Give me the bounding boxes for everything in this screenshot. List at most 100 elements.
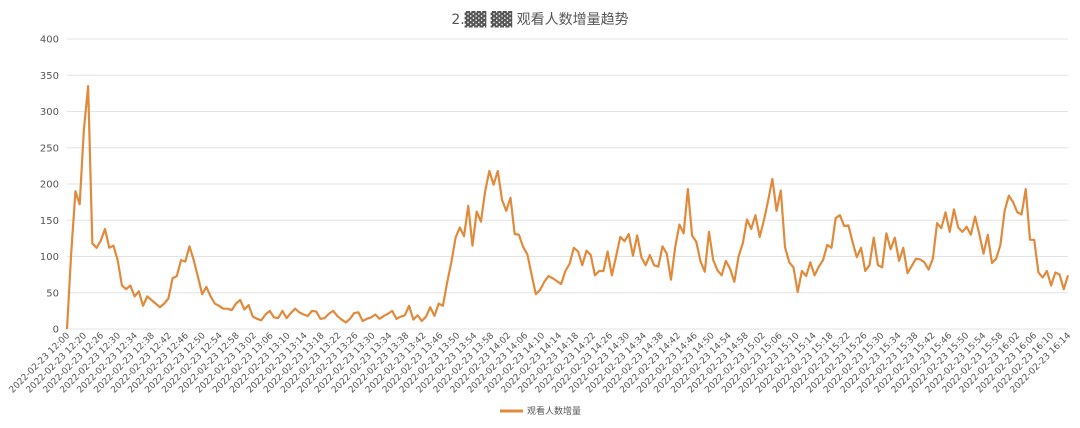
y-tick-label: 50 xyxy=(46,288,59,299)
data-point xyxy=(191,258,196,263)
data-point xyxy=(753,213,758,218)
data-point xyxy=(538,287,543,292)
data-point xyxy=(757,234,762,239)
data-point xyxy=(326,311,331,316)
data-point xyxy=(360,319,365,324)
data-point xyxy=(939,226,944,231)
data-point xyxy=(297,310,302,315)
data-point xyxy=(309,308,314,313)
data-point xyxy=(187,244,192,249)
data-point xyxy=(736,254,741,259)
data-point xyxy=(660,244,665,249)
data-point xyxy=(246,303,251,308)
data-point xyxy=(711,258,716,263)
data-point xyxy=(1006,193,1011,198)
data-point xyxy=(935,221,940,226)
data-point xyxy=(457,225,462,230)
data-point xyxy=(842,224,847,229)
data-point xyxy=(749,226,754,231)
data-point xyxy=(128,283,133,288)
data-point xyxy=(546,274,551,279)
data-point xyxy=(829,245,834,250)
data-point xyxy=(918,257,923,262)
data-point xyxy=(1023,187,1028,192)
data-point xyxy=(293,306,298,311)
data-point xyxy=(677,222,682,227)
data-point xyxy=(554,279,559,284)
data-point xyxy=(153,301,158,306)
data-point xyxy=(926,267,931,272)
data-point xyxy=(415,313,420,318)
data-point xyxy=(500,197,505,202)
data-point xyxy=(385,311,390,316)
data-point xyxy=(804,274,809,279)
data-point xyxy=(609,273,614,278)
data-point xyxy=(576,249,581,254)
data-point xyxy=(630,253,635,258)
data-point xyxy=(614,254,619,259)
data-point xyxy=(478,219,483,224)
data-point xyxy=(149,298,154,303)
data-point xyxy=(419,319,424,324)
data-point xyxy=(90,241,95,246)
data-point xyxy=(795,290,800,295)
data-point xyxy=(1057,272,1062,277)
data-point xyxy=(702,269,707,274)
data-point xyxy=(449,260,454,265)
data-point xyxy=(745,217,750,222)
data-point xyxy=(335,313,340,318)
data-point xyxy=(626,232,631,237)
data-point xyxy=(267,308,272,313)
data-point xyxy=(859,245,864,250)
data-point xyxy=(166,296,171,301)
data-point xyxy=(863,269,868,274)
data-point xyxy=(947,229,952,234)
data-point xyxy=(369,315,374,320)
data-point xyxy=(1036,270,1041,275)
data-point xyxy=(174,274,179,279)
data-point xyxy=(618,234,623,239)
data-point xyxy=(854,255,859,260)
data-point xyxy=(1044,269,1049,274)
data-point xyxy=(791,265,796,270)
data-point xyxy=(462,234,467,239)
data-point xyxy=(884,231,889,236)
data-point xyxy=(512,232,517,237)
data-point xyxy=(474,209,479,214)
data-point xyxy=(783,245,788,250)
data-point xyxy=(567,261,572,266)
data-point xyxy=(867,263,872,268)
y-tick-label: 150 xyxy=(40,216,59,227)
data-point xyxy=(263,312,268,317)
data-point xyxy=(1015,210,1020,215)
y-tick-label: 250 xyxy=(40,143,59,154)
data-point xyxy=(242,307,247,312)
series-layer xyxy=(65,85,1071,330)
data-point xyxy=(119,283,124,288)
data-point xyxy=(529,272,534,277)
y-axis: 0 50 100 150 200 250 300 350 400 xyxy=(40,35,59,336)
data-point xyxy=(373,312,378,317)
data-point xyxy=(542,279,547,284)
data-point xyxy=(880,265,885,270)
data-point xyxy=(690,233,695,238)
y-tick-label: 400 xyxy=(40,35,59,46)
data-point xyxy=(432,313,437,318)
data-point xyxy=(816,264,821,269)
data-point xyxy=(812,273,817,278)
data-point xyxy=(647,253,652,258)
data-point xyxy=(1002,208,1007,213)
data-point xyxy=(73,189,78,194)
data-point xyxy=(550,276,555,281)
data-point xyxy=(1061,287,1066,292)
gridlines xyxy=(67,38,1068,330)
data-point xyxy=(136,289,141,294)
data-point xyxy=(601,269,606,274)
data-point xyxy=(1066,273,1071,278)
data-point xyxy=(284,316,289,321)
data-point xyxy=(833,216,838,221)
data-point xyxy=(685,187,690,192)
data-point xyxy=(271,315,276,320)
data-point xyxy=(973,214,978,219)
